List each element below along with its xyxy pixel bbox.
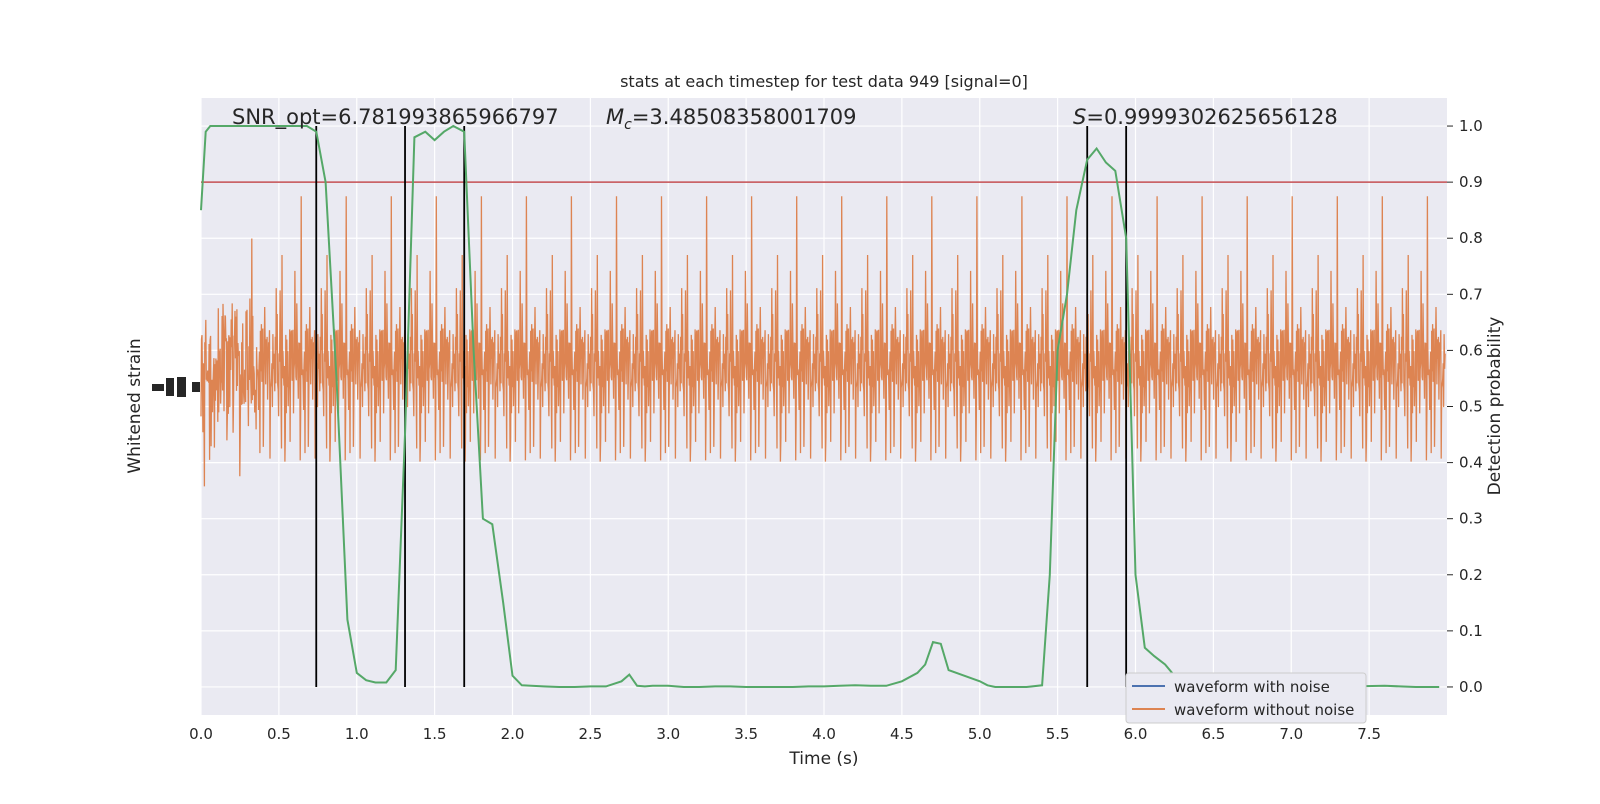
x-tick-label: 0.5 (267, 725, 291, 743)
x-tick-label: 6.0 (1124, 725, 1148, 743)
x-tick-label: 0.0 (189, 725, 213, 743)
y-tick-label: 0.7 (1459, 285, 1483, 303)
y-tick-label: 0.0 (1459, 678, 1483, 696)
mc-symbol: M (606, 105, 624, 129)
left-tick-cluster (152, 377, 200, 397)
x-tick-label: 4.0 (812, 725, 836, 743)
x-tick-label: 2.0 (501, 725, 525, 743)
legend-label-without-noise: waveform without noise (1174, 701, 1354, 719)
mc-value: =3.48508358001709 (632, 105, 857, 129)
x-tick-label: 6.5 (1201, 725, 1225, 743)
x-tick-label: 1.0 (345, 725, 369, 743)
prob-layer (200, 124, 1440, 688)
y-tick-label: 1.0 (1459, 117, 1483, 135)
tick-layer: 0.0 0.5 1.0 1.5 2.0 2.5 3.0 3.5 4.0 4.5 5.0 5.5 6.0 6… (189, 117, 1483, 743)
y-tick-label: 0.1 (1459, 622, 1483, 640)
x-tick-label: 5.0 (968, 725, 992, 743)
x-tick-label: 3.5 (734, 725, 758, 743)
s-annotation: S=0.9999302625656128 (1073, 105, 1338, 129)
x-tick-label: 3.0 (656, 725, 680, 743)
s-value: =0.9999302625656128 (1086, 105, 1337, 129)
x-tick-label: 5.5 (1046, 725, 1070, 743)
detection-probability-line (200, 124, 1440, 688)
s-symbol: S (1073, 105, 1086, 129)
y-axis-right-label: Detection probability (1485, 317, 1505, 496)
y-tick-label: 0.4 (1459, 454, 1483, 472)
legend-box (1125, 672, 1367, 724)
y-tick-label: 0.5 (1459, 398, 1483, 416)
mc-annotation: Mc=3.48508358001709 (606, 105, 857, 133)
x-axis-label: Time (s) (788, 749, 858, 769)
y-tick-label: 0.9 (1459, 173, 1483, 191)
y-axis-left-label: Whitened strain (125, 338, 145, 473)
y-tick-label: 0.8 (1459, 229, 1483, 247)
y-tick-label: 0.2 (1459, 566, 1483, 584)
y-tick-label: 0.6 (1459, 341, 1483, 359)
legend-label-with-noise: waveform with noise (1174, 678, 1330, 696)
x-tick-label: 7.0 (1279, 725, 1303, 743)
x-tick-label: 7.5 (1357, 725, 1381, 743)
snr-annotation: SNR_opt=6.781993865966797 (232, 105, 559, 130)
x-tick-label: 2.5 (578, 725, 602, 743)
y-tick-label: 0.3 (1459, 510, 1483, 528)
mc-subscript: c (624, 117, 632, 133)
x-tick-label: 4.5 (890, 725, 914, 743)
x-tick-label: 1.5 (423, 725, 447, 743)
legend: waveform with noise waveform without noi… (1125, 672, 1367, 724)
chart-title: stats at each timestep for test data 949… (620, 72, 1028, 91)
